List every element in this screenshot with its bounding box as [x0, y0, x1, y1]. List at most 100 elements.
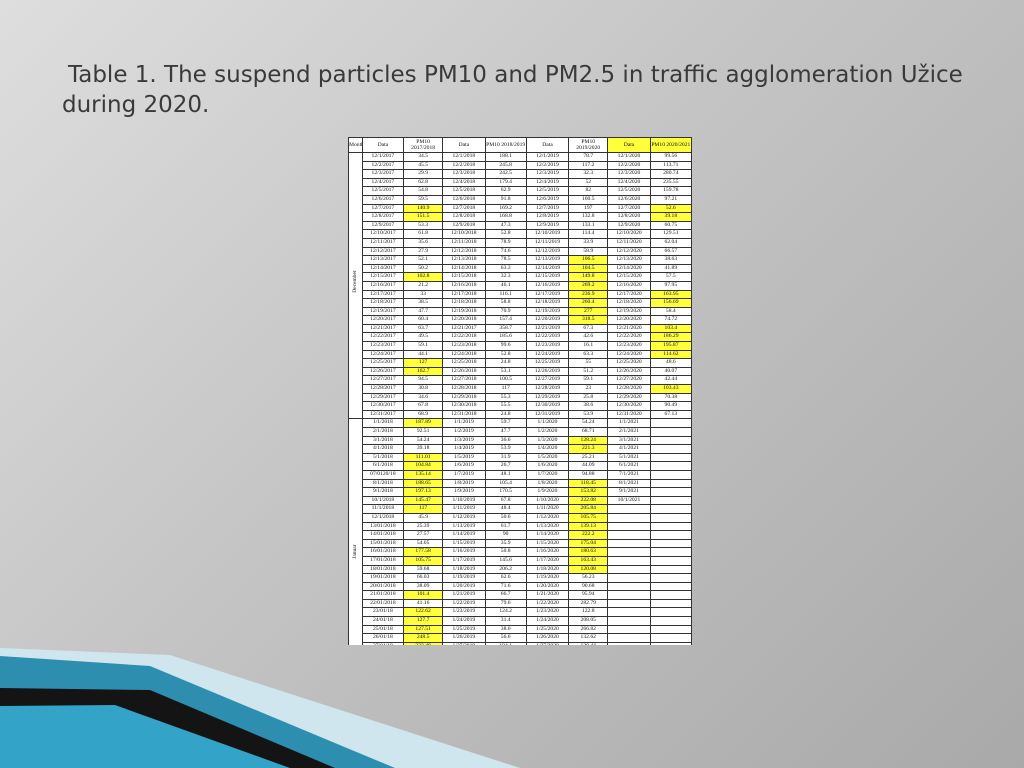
table-cell: 168.8 [484, 212, 527, 222]
table-cell: 1/5/2020 [525, 452, 570, 463]
table-cell: 91.8 [484, 194, 527, 205]
table-cell: 160.5 [568, 194, 609, 205]
table-cell: 63.3 [484, 263, 527, 274]
table-cell: 12/9/2018 [442, 220, 486, 231]
table-cell: 23/01/18 [361, 607, 405, 618]
table-row: 12/12/2017 27.9 12/12/2018 74.6 12/12/2019 58… [349, 246, 692, 257]
table-cell: 36.6 [484, 435, 527, 446]
table-cell: 12/22/2018 [442, 332, 486, 343]
table-cell: 145.6 [484, 555, 527, 566]
table-cell [649, 547, 692, 557]
table-cell: 1/12/2019 [442, 512, 486, 523]
table-cell: 92.51 [403, 427, 444, 437]
table-row: 12/18/2017 38.5 12/18/2018 58.8 12/18/2019 26… [349, 298, 692, 308]
table-cell: 1/1/2020 [525, 418, 570, 428]
table-cell: 12/27/2018 [442, 375, 486, 386]
table-cell: 206.2 [484, 564, 527, 575]
table-cell: 27/01/18 [361, 641, 405, 645]
deco-stripe-light [0, 648, 520, 768]
table-cell: 153.82 [568, 487, 609, 497]
table-cell: 12/25/2018 [442, 358, 486, 368]
table-cell: 117 [403, 504, 444, 514]
table-cell: 266.82 [568, 624, 609, 635]
table-row: Januar 1/1/2018 187.89 1/1/2019 59.7 1/1/2020… [348, 418, 692, 645]
table-cell: 12/11/2017 [361, 237, 405, 248]
table-cell [649, 573, 692, 583]
table-cell [649, 487, 692, 497]
table-cell [649, 538, 692, 549]
table-cell: 105.75 [568, 512, 609, 523]
table-cell: 177.58 [403, 547, 444, 557]
table-cell: 1/20/2019 [442, 581, 486, 592]
table-cell: 16.1 [568, 341, 609, 351]
table-cell: 1/10/2019 [442, 495, 486, 506]
table-cell: 07/0120/18 [361, 469, 405, 480]
table-cell: 24/01/18 [361, 616, 405, 626]
table-row: 12/29/2017 34.6 12/29/2018 55.3 12/29/2019 25… [349, 392, 692, 403]
table-cell: 5/1/2018 [361, 452, 405, 463]
table-cell: 25.8 [568, 392, 609, 403]
table-cell: 222.2 [568, 530, 609, 540]
table-cell: 53.9 [568, 409, 609, 420]
table-cell: 12/22/2017 [361, 332, 405, 343]
table-cell: 12/1/2018 [442, 152, 486, 162]
table-cell: 282.79 [568, 598, 609, 609]
table-cell [607, 598, 651, 609]
table-cell: 47.7 [484, 427, 527, 437]
table-cell: 25.39 [403, 521, 444, 532]
table-cell [649, 469, 692, 480]
table-cell: 1/2/2020 [525, 427, 570, 437]
table-row: 3/1/2018 54.24 1/3/2019 36.6 1/3/2020 128.24 3… [349, 435, 692, 446]
table-cell: 12/30/2018 [442, 401, 486, 411]
table-cell: 1/13/2019 [442, 521, 486, 532]
table-cell: 8/1/2018 [361, 478, 405, 489]
table-cell: 82 [568, 186, 609, 196]
table-cell: 12/23/2018 [442, 341, 486, 351]
table-row: 15/01/2018 54.05 1/15/2019 35.9 1/15/2020 175… [349, 538, 692, 549]
table-cell: 12/4/2017 [361, 177, 405, 188]
table-cell: 12/18/2018 [442, 298, 486, 308]
table-row: 27/01/18233.481/27/2019184.11/27/2020120… [349, 641, 692, 645]
table-row: 2/1/2018 92.51 1/2/2019 47.7 1/2/2020 68.71 2/… [349, 427, 692, 437]
table-cell: 12/26/2019 [525, 366, 570, 377]
table-cell: 1/11/2020 [525, 504, 570, 514]
table-cell: 12/2/2018 [442, 160, 486, 171]
table-row: 23/01/18 122.62 1/23/2019 124.2 1/23/2020 122… [349, 607, 692, 618]
table-cell: 30.8 [403, 384, 444, 394]
table-cell: 208.05 [568, 616, 609, 626]
table-row: 12/17/2017 33 12/17/2018 116.1 12/17/2019 236… [349, 289, 692, 300]
table-cell: 50.6 [484, 512, 527, 523]
table-cell: 128.24 [568, 435, 609, 446]
table-cell: 67.13 [649, 409, 692, 420]
table-cell: 139.13 [568, 521, 609, 532]
table-cell: 1/6/2020 [525, 461, 570, 471]
table-cell: 12/17/2020 [607, 289, 651, 300]
table-cell: 12/19/2018 [442, 306, 486, 317]
table-cell: 12/20/2018 [442, 315, 486, 325]
table-cell: 2/1/2018 [361, 427, 405, 437]
table-cell: 35.9 [484, 538, 527, 549]
table-cell: 41.89 [649, 263, 692, 274]
table-cell: 118.45 [568, 478, 609, 489]
table-cell: 12/16/2019 [525, 280, 570, 291]
table-row: 12/14/2017 50.2 12/14/2018 63.3 12/14/2019 10… [349, 263, 692, 274]
table-cell: 1/14/2020 [525, 530, 570, 540]
month-cell: Januar [348, 418, 363, 645]
month-cell: December [348, 151, 363, 420]
table-cell: 52.8 [484, 229, 527, 239]
table-cell: 12/30/2019 [525, 401, 570, 411]
table-cell: 8/1/2021 [607, 478, 651, 489]
table-cell: 12/11/2020 [607, 237, 651, 248]
table-row: 21/01/2018 101.4 1/21/2019 66.7 1/21/2020 95.… [349, 590, 692, 600]
table-cell: 15/01/2018 [361, 538, 405, 549]
slide-title: Table 1. The suspend particles PM10 and … [62, 62, 963, 118]
table-cell: 102.8 [403, 272, 444, 282]
table-row: 26/01/18 248.5 1/26/2019 56.6 1/26/2020 132.6… [349, 633, 692, 643]
table-cell: 52.6 [649, 203, 692, 214]
table-row: 12/25/2017 127 12/25/2018 24.8 12/25/2019 55 1… [349, 358, 692, 368]
table-cell: 185.6 [484, 332, 527, 343]
table-cell: 42.44 [649, 375, 692, 386]
table-cell: 12/10/2020 [607, 229, 651, 239]
table-cell: 151.5 [403, 212, 444, 222]
table-cell: 127.7 [403, 616, 444, 626]
